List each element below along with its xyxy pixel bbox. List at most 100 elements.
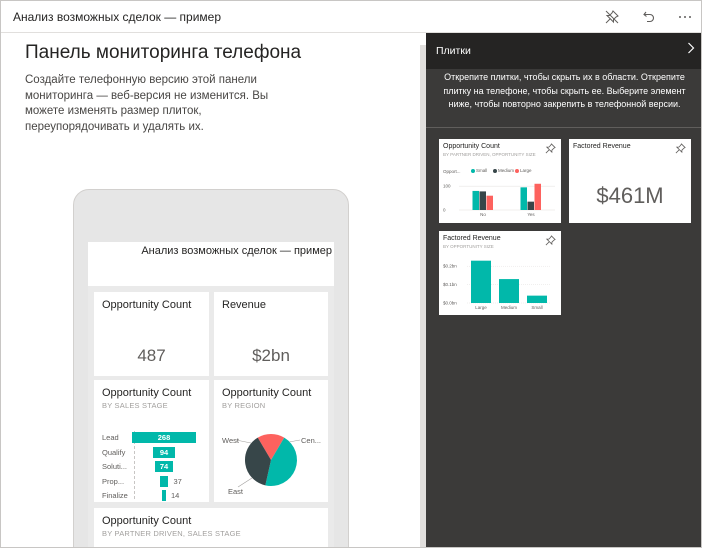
tiles-pane-description: Открепите плитки, чтобы скрыть их в обла…	[443, 72, 686, 109]
legend-swatch	[515, 168, 519, 173]
tiles-pane-title: Плитки	[436, 45, 471, 57]
legend-item: Small	[471, 168, 487, 173]
window-title: Анализ возможных сделок — пример	[13, 10, 222, 24]
tile-subtitle: BY PARTNER DRIVEN, SALES STAGE	[102, 529, 241, 538]
tile-value: $461M	[596, 183, 664, 208]
pin-icon[interactable]	[543, 143, 557, 157]
legend-item: Large	[515, 168, 532, 173]
tile-title: Opportunity Count	[222, 387, 312, 399]
legend-swatch	[471, 168, 475, 173]
grouped-bar-chart: 100 0 No Yes	[443, 183, 555, 217]
bar	[486, 195, 493, 210]
funnel-label: Qualify	[102, 447, 126, 457]
bar-chart: $0.2bn $0.1bn $0.0bn Large Medium Small	[443, 260, 551, 310]
bar	[527, 201, 534, 210]
y-tick-label: $0.1bn	[443, 282, 457, 287]
tile-title: Opportunity Count	[102, 387, 192, 399]
funnel-label: Prop...	[102, 476, 125, 486]
phone-tile-opportunity-by-stage[interactable]: Opportunity Count BY SALES STAGE Lead 268…	[94, 380, 209, 502]
funnel-bar: 268	[132, 432, 196, 443]
pie-slice	[257, 434, 285, 460]
tile-subtitle: BY PARTNER DRIVEN, OPPORTUNITY SIZE	[443, 152, 536, 157]
y-tick-label: $0.2bn	[443, 264, 457, 269]
funnel-bar	[162, 490, 166, 501]
bar	[471, 260, 491, 303]
phone-frame: Анализ возможных сделок — пример Opportu…	[73, 189, 349, 547]
legend-label: Small	[476, 168, 488, 173]
funnel-label: Finalize	[102, 491, 128, 500]
tile-title: Factored Revenue	[443, 235, 501, 242]
pie-slice	[265, 437, 297, 486]
legend-label: Medium	[498, 168, 515, 173]
funnel-axis	[134, 431, 135, 499]
leader-line	[288, 439, 301, 443]
legend-label: Large	[520, 168, 532, 173]
x-tick-label: Small	[531, 305, 542, 310]
phone-tile-opportunity-by-region[interactable]: Opportunity Count BY REGION West Cen... …	[214, 380, 328, 502]
funnel-value: 14	[171, 491, 180, 500]
phone-dashboard-header: Анализ возможных сделок — пример	[88, 242, 334, 286]
funnel-label: Lead	[102, 433, 119, 442]
pin-icon[interactable]	[543, 235, 557, 249]
pie-label-central: Cen...	[301, 436, 322, 445]
phone-tile-opportunity-count[interactable]: Opportunity Count 487	[94, 292, 209, 376]
funnel-bar: 74	[155, 461, 173, 472]
phone-screen: Анализ возможных сделок — пример Opportu…	[88, 242, 334, 547]
funnel-value: 37	[173, 476, 182, 486]
tile-subtitle: BY OPPORTUNITY SIZE	[443, 244, 494, 249]
y-tick-label: $0.0bn	[443, 301, 457, 306]
tile-value: $2bn	[252, 346, 290, 365]
page-description: Создайте телефонную версию этой панели м…	[25, 74, 269, 133]
legend-label: Opport...	[443, 169, 461, 174]
leader-line	[237, 477, 253, 488]
funnel-row: Prop... 37	[94, 475, 209, 488]
funnel-row: Lead 268	[94, 432, 209, 444]
pie-chart	[235, 434, 301, 488]
funnel-bar: 94	[152, 446, 176, 458]
phone-tile-opportunity-by-partner[interactable]: Opportunity Count BY PARTNER DRIVEN, SAL…	[94, 508, 328, 547]
bar	[534, 183, 541, 210]
x-tick-label: Yes	[527, 212, 535, 217]
bar	[520, 187, 527, 210]
bar	[499, 279, 519, 303]
funnel-label: Soluti...	[102, 462, 128, 471]
x-tick-label: No	[480, 212, 486, 217]
title-bar: Анализ возможных сделок — пример	[1, 1, 701, 33]
chevron-right-icon[interactable]	[687, 42, 695, 57]
legend-swatch	[493, 168, 497, 173]
pie-label-east: East	[228, 487, 244, 496]
legend-item: Medium	[493, 168, 514, 173]
undo-icon[interactable]	[638, 7, 660, 27]
pie-slice	[245, 437, 271, 486]
pane-tile-opportunity-count[interactable]: Opportunity Count BY PARTNER DRIVEN, OPP…	[439, 139, 561, 223]
tile-title: Opportunity Count	[102, 299, 192, 311]
unpin-icon[interactable]	[601, 7, 623, 27]
funnel-row: Qualify 94	[94, 446, 209, 459]
phone-layout-canvas: Панель мониторинга телефона Создайте тел…	[1, 33, 421, 547]
tile-title: Opportunity Count	[443, 143, 500, 150]
tile-title: Factored Revenue	[573, 143, 631, 150]
more-icon[interactable]	[674, 7, 696, 27]
funnel-bar	[159, 475, 169, 487]
leader-line	[235, 439, 252, 444]
y-tick-label: 0	[443, 208, 446, 213]
page-title: Панель мониторинга телефона	[25, 42, 302, 63]
x-tick-label: Medium	[501, 305, 517, 310]
pin-icon[interactable]	[673, 143, 687, 157]
tiles-pane-header: Плитки	[426, 33, 701, 69]
bar	[479, 191, 486, 210]
divider	[426, 127, 701, 128]
funnel-row: Finalize 14	[94, 490, 209, 502]
bar	[472, 190, 479, 210]
tiles-pane: Плитки Открепите плитки, чтобы скрыть их…	[426, 33, 701, 547]
pane-tile-factored-revenue-card[interactable]: Factored Revenue $461M	[569, 139, 691, 223]
canvas-scrollbar[interactable]	[420, 45, 426, 547]
y-tick-label: 100	[443, 184, 451, 189]
bar	[527, 295, 547, 303]
funnel-row: Soluti... 74	[94, 461, 209, 473]
tile-title: Opportunity Count	[102, 515, 192, 527]
tile-subtitle: BY SALES STAGE	[102, 401, 168, 410]
phone-tile-revenue[interactable]: Revenue $2bn	[214, 292, 328, 376]
pane-tile-factored-revenue-chart[interactable]: Factored Revenue BY OPPORTUNITY SIZE $0.…	[439, 231, 561, 315]
